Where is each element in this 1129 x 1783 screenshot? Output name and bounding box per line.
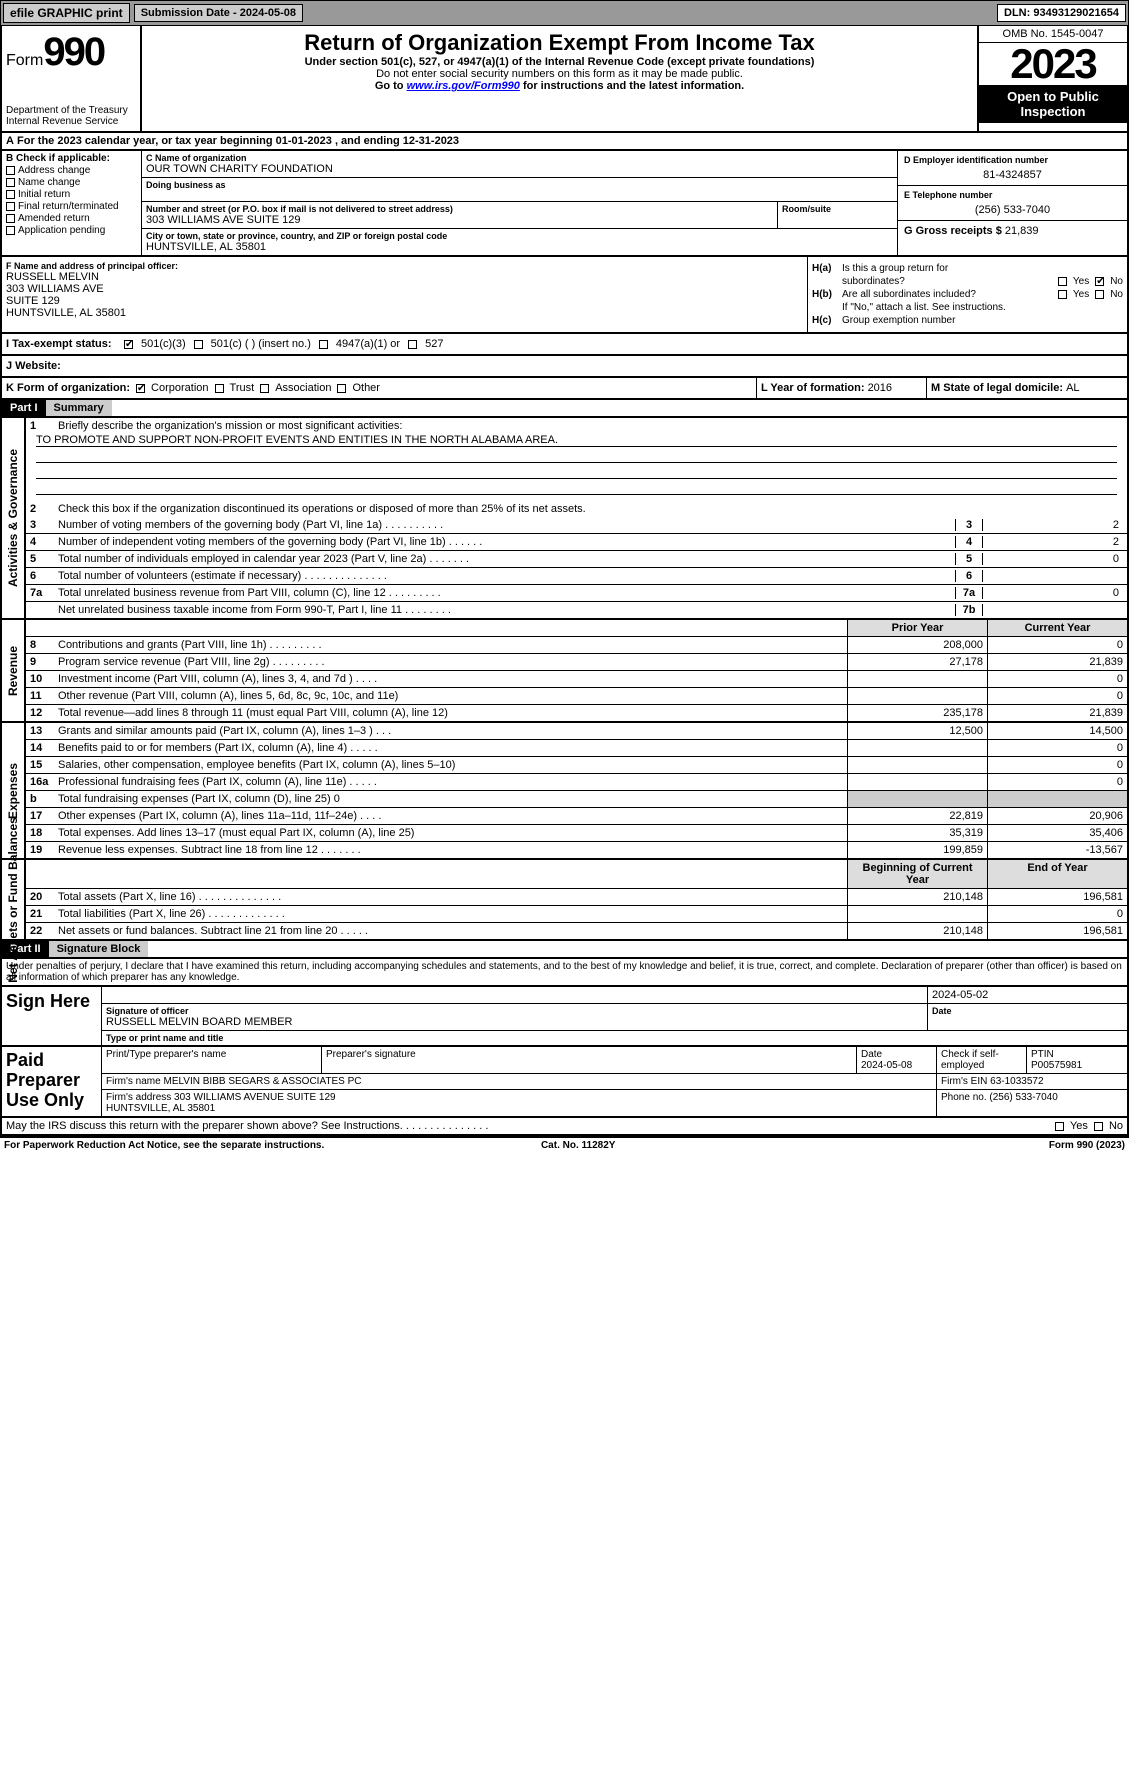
city-label: City or town, state or province, country… <box>146 231 893 241</box>
officer-name: RUSSELL MELVIN <box>6 271 803 283</box>
cb-application-pending[interactable] <box>6 226 15 235</box>
discuss-row: May the IRS discuss this return with the… <box>0 1118 1129 1136</box>
cb-501c3[interactable] <box>124 340 133 349</box>
h-note: If "No," attach a list. See instructions… <box>812 302 1123 313</box>
hb-no[interactable] <box>1095 290 1104 299</box>
sign-here-block: Sign Here 2024-05-02 Signature of office… <box>0 987 1129 1047</box>
hdr-curr: Current Year <box>987 620 1127 636</box>
cb-assoc[interactable] <box>260 384 269 393</box>
type-label: Type or print name and title <box>102 1031 1127 1045</box>
section-abcdeg: B Check if applicable: Address changeNam… <box>0 151 1129 257</box>
hdr-end: End of Year <box>987 860 1127 888</box>
row-klm: K Form of organization: Corporation Trus… <box>0 378 1129 400</box>
hdr-beg: Beginning of Current Year <box>847 860 987 888</box>
hdr-prior: Prior Year <box>847 620 987 636</box>
part1-title: Summary <box>46 400 112 416</box>
firm-name: MELVIN BIBB SEGARS & ASSOCIATES PC <box>163 1076 361 1087</box>
cb-final-return/terminated[interactable] <box>6 202 15 211</box>
year-formation: 2016 <box>868 382 892 394</box>
declaration: Under penalties of perjury, I declare th… <box>0 959 1129 987</box>
l2-text: Check this box if the organization disco… <box>58 503 1123 515</box>
cb-trust[interactable] <box>215 384 224 393</box>
cb-address-change[interactable] <box>6 166 15 175</box>
ha-no[interactable] <box>1095 277 1104 286</box>
section-fh: F Name and address of principal officer:… <box>0 257 1129 334</box>
l1-text: Briefly describe the organization's miss… <box>58 420 1123 432</box>
ptin: P00575981 <box>1031 1060 1082 1071</box>
subtitle-1: Under section 501(c), 527, or 4947(a)(1)… <box>146 56 973 68</box>
cb-name-change[interactable] <box>6 178 15 187</box>
row-j: J Website: <box>0 356 1129 378</box>
g-label: G Gross receipts $ <box>904 225 1005 237</box>
hb-yes[interactable] <box>1058 290 1067 299</box>
expenses-block: Expenses 13Grants and similar amounts pa… <box>0 723 1129 860</box>
cb-501c[interactable] <box>194 340 203 349</box>
instructions-link-row: Go to www.irs.gov/Form990 for instructio… <box>146 80 973 92</box>
tax-year: 2023 <box>979 43 1127 85</box>
open-inspection: Open to Public Inspection <box>979 85 1127 123</box>
revenue-block: Revenue Prior YearCurrent Year 8Contribu… <box>0 620 1129 723</box>
prep-date: 2024-05-08 <box>861 1060 912 1071</box>
cb-4947[interactable] <box>319 340 328 349</box>
e-label: E Telephone number <box>904 190 1121 200</box>
cb-initial-return[interactable] <box>6 190 15 199</box>
dln: DLN: 93493129021654 <box>997 4 1126 22</box>
discuss-yes[interactable] <box>1055 1122 1064 1131</box>
side-net: Net Assets or Fund Balances <box>6 817 20 983</box>
cb-corp[interactable] <box>136 384 145 393</box>
phone: (256) 533-7040 <box>904 204 1121 216</box>
irs-link[interactable]: www.irs.gov/Form990 <box>407 80 520 92</box>
part1-header: Part I <box>2 400 46 416</box>
c-name-label: C Name of organization <box>146 153 893 163</box>
topbar: efile GRAPHIC print Submission Date - 20… <box>0 0 1129 26</box>
department: Department of the Treasury Internal Reve… <box>6 105 136 127</box>
state-domicile: AL <box>1066 382 1079 394</box>
efile-button[interactable]: efile GRAPHIC print <box>3 3 130 23</box>
mission-text: TO PROMOTE AND SUPPORT NON-PROFIT EVENTS… <box>36 434 1117 447</box>
line-a: A For the 2023 calendar year, or tax yea… <box>0 133 1129 151</box>
hb-text: Are all subordinates included? <box>842 289 976 300</box>
gross-receipts: 21,839 <box>1005 225 1039 237</box>
ha-yes[interactable] <box>1058 277 1067 286</box>
hc-text: Group exemption number <box>842 315 955 326</box>
part2-title: Signature Block <box>49 941 149 957</box>
street: 303 WILLIAMS AVE SUITE 129 <box>146 214 773 226</box>
footer: For Paperwork Reduction Act Notice, see … <box>0 1136 1129 1153</box>
cb-amended-return[interactable] <box>6 214 15 223</box>
form-id: Form990 <box>6 30 136 75</box>
f-label: F Name and address of principal officer: <box>6 261 803 271</box>
ein: 81-4324857 <box>904 169 1121 181</box>
cb-527[interactable] <box>408 340 417 349</box>
room-label: Room/suite <box>782 204 893 214</box>
city: HUNTSVILLE, AL 35801 <box>146 241 893 253</box>
officer-addr3: HUNTSVILLE, AL 35801 <box>6 307 803 319</box>
ha-text: Is this a group return for <box>842 263 948 274</box>
side-activities: Activities & Governance <box>6 449 20 587</box>
street-label: Number and street (or P.O. box if mail i… <box>146 204 773 214</box>
d-label: D Employer identification number <box>904 155 1121 165</box>
officer-addr2: SUITE 129 <box>6 295 803 307</box>
sig-date: 2024-05-02 <box>927 987 1127 1003</box>
officer-sig: RUSSELL MELVIN BOARD MEMBER <box>106 1016 923 1028</box>
org-name: OUR TOWN CHARITY FOUNDATION <box>146 163 893 175</box>
side-revenue: Revenue <box>6 645 20 695</box>
cb-other[interactable] <box>337 384 346 393</box>
discuss-no[interactable] <box>1094 1122 1103 1131</box>
side-expenses: Expenses <box>6 762 20 818</box>
paid-preparer-block: Paid Preparer Use Only Print/Type prepar… <box>0 1047 1129 1118</box>
row-i: I Tax-exempt status: 501(c)(3) 501(c) ( … <box>0 334 1129 356</box>
net-block: Net Assets or Fund Balances Beginning of… <box>0 860 1129 941</box>
form-title: Return of Organization Exempt From Incom… <box>146 30 973 56</box>
b-label: B Check if applicable: <box>6 153 137 164</box>
submission-date: Submission Date - 2024-05-08 <box>134 4 303 22</box>
firm-ein: 63-1033572 <box>990 1076 1043 1087</box>
form-header: Form990 Department of the Treasury Inter… <box>0 26 1129 133</box>
firm-phone: (256) 533-7040 <box>989 1092 1057 1103</box>
subtitle-2: Do not enter social security numbers on … <box>146 68 973 80</box>
summary-activities: Activities & Governance 1Briefly describ… <box>0 418 1129 620</box>
dba-label: Doing business as <box>146 180 893 190</box>
officer-addr1: 303 WILLIAMS AVE <box>6 283 803 295</box>
